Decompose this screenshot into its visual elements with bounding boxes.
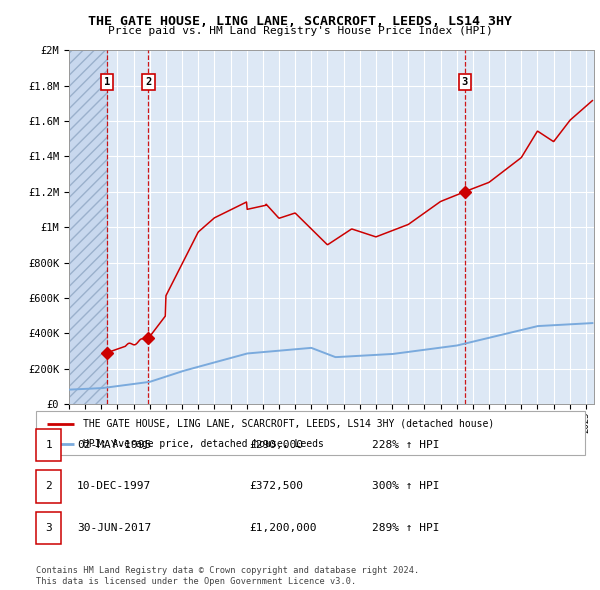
Bar — [69, 50, 107, 404]
Text: THE GATE HOUSE, LING LANE, SCARCROFT, LEEDS, LS14 3HY: THE GATE HOUSE, LING LANE, SCARCROFT, LE… — [88, 15, 512, 28]
Text: Contains HM Land Registry data © Crown copyright and database right 2024.
This d: Contains HM Land Registry data © Crown c… — [36, 566, 419, 586]
Text: 02-MAY-1995: 02-MAY-1995 — [77, 440, 151, 450]
Text: 300% ↑ HPI: 300% ↑ HPI — [372, 481, 439, 491]
Text: 30-JUN-2017: 30-JUN-2017 — [77, 523, 151, 533]
Text: HPI: Average price, detached house, Leeds: HPI: Average price, detached house, Leed… — [83, 440, 323, 450]
Text: 1: 1 — [45, 440, 52, 450]
Text: 2: 2 — [145, 77, 152, 87]
Bar — [69, 50, 107, 404]
Text: 228% ↑ HPI: 228% ↑ HPI — [372, 440, 439, 450]
Text: 2: 2 — [45, 481, 52, 491]
Text: £290,000: £290,000 — [249, 440, 303, 450]
Text: 10-DEC-1997: 10-DEC-1997 — [77, 481, 151, 491]
Text: 3: 3 — [461, 77, 468, 87]
FancyBboxPatch shape — [36, 411, 585, 455]
Text: 289% ↑ HPI: 289% ↑ HPI — [372, 523, 439, 533]
Text: Price paid vs. HM Land Registry's House Price Index (HPI): Price paid vs. HM Land Registry's House … — [107, 26, 493, 36]
Text: 3: 3 — [45, 523, 52, 533]
Text: £1,200,000: £1,200,000 — [249, 523, 317, 533]
Text: 1: 1 — [104, 77, 110, 87]
Text: £372,500: £372,500 — [249, 481, 303, 491]
Text: THE GATE HOUSE, LING LANE, SCARCROFT, LEEDS, LS14 3HY (detached house): THE GATE HOUSE, LING LANE, SCARCROFT, LE… — [83, 419, 494, 428]
